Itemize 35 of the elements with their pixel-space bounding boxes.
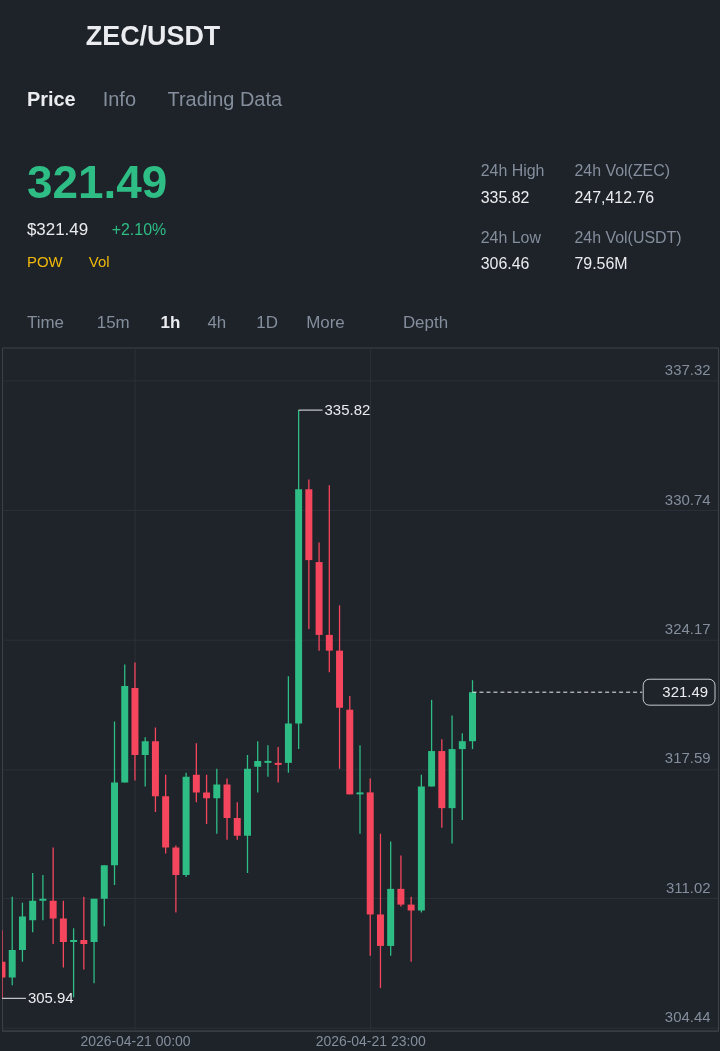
text: POW xyxy=(26,252,64,270)
text: 15m xyxy=(96,312,130,332)
text: +2.10% xyxy=(111,220,167,238)
text: 1D xyxy=(256,312,278,332)
text: $321.49 xyxy=(26,219,89,239)
x-tick-label: 2026-04-21 23:00 xyxy=(315,1033,427,1050)
text: 306.46 xyxy=(480,254,530,272)
chart-title: ZEC/USDT xyxy=(85,21,221,52)
text: Depth xyxy=(402,312,449,332)
x-tick-label: 2026-04-21 00:00 xyxy=(80,1033,191,1050)
text: 24h High xyxy=(480,161,545,179)
y-tick-label: 330.74 xyxy=(664,490,711,508)
text: Price xyxy=(26,88,76,111)
text: 24h Low xyxy=(480,228,542,246)
y-tick-label: 311.02 xyxy=(665,878,711,896)
text: Vol xyxy=(88,252,110,270)
text: 247,412.76 xyxy=(574,188,655,206)
text: 4h xyxy=(207,312,227,332)
text: 24h Vol(USDT) xyxy=(574,228,682,246)
text: 79.56M xyxy=(574,254,628,272)
y-tick-label: 337.32 xyxy=(664,361,711,379)
text: Info xyxy=(102,88,136,111)
text: Trading Data xyxy=(167,88,283,111)
y-tick-label: 304.44 xyxy=(664,1008,711,1026)
text: 24h Vol(ZEC) xyxy=(574,161,671,179)
text: More xyxy=(306,312,345,332)
text: Time xyxy=(26,312,64,332)
y-tick-label: 324.17 xyxy=(664,619,711,637)
ref-line-label: 321.49 xyxy=(662,683,709,701)
text: 335.82 xyxy=(480,188,530,206)
annotation: 305.94 xyxy=(27,989,74,1007)
annotation: 335.82 xyxy=(324,401,371,419)
text: 321.49 xyxy=(26,155,168,208)
y-tick-label: 317.59 xyxy=(664,749,711,767)
text: 1h xyxy=(160,312,181,332)
